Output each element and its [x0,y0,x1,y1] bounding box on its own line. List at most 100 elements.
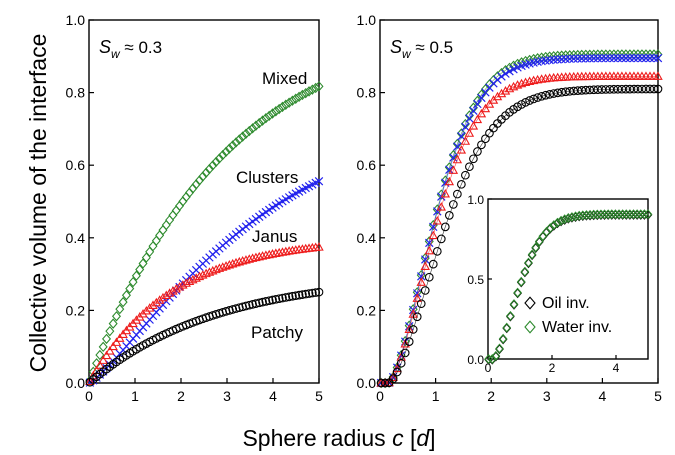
data-point [517,100,526,109]
data-point [445,165,454,174]
data-point [264,296,274,306]
data-point [456,128,466,139]
data-point [164,288,175,297]
data-point [637,53,647,63]
data-point [412,293,422,302]
data-point [234,134,244,145]
plot-frame [88,19,320,384]
data-point [221,146,231,158]
x-axis-title: Sphere radius c [d] [242,425,435,451]
data-point [234,303,244,313]
data-point [98,355,108,364]
data-point [592,209,602,220]
data-point [531,242,541,253]
inset-background [488,199,648,359]
data-point [465,114,474,123]
data-point [457,179,466,189]
data-point [509,60,519,71]
data-point [307,84,317,95]
data-point [238,131,248,142]
data-point [101,333,112,345]
data-point [131,270,141,281]
data-point [504,83,515,93]
data-point [596,209,606,220]
series-clusters [85,177,324,387]
data-point [274,103,284,115]
data-point [469,106,478,116]
data-point [613,53,623,63]
y-tick-label: 0.0 [66,375,86,391]
y-tick-label: 1.0 [467,193,484,207]
series-water-inv [484,209,653,364]
data-point [641,53,651,63]
data-point [181,278,191,287]
legend-entry: Water inv. [524,319,612,336]
data-point [115,303,125,315]
data-point [549,89,559,98]
data-point [231,137,241,148]
data-point [141,306,152,315]
data-point [629,53,639,63]
x-tick-label: 1 [432,388,440,404]
data-point [504,62,515,74]
data-point [508,81,519,91]
data-point [607,209,617,220]
data-point [95,360,105,369]
y-tick-label: 1.0 [357,12,377,28]
data-point [161,290,172,300]
data-point [618,209,627,220]
data-point [545,223,555,234]
data-point [217,262,228,271]
data-point [571,211,580,222]
data-point [155,230,165,241]
data-point [380,378,390,388]
data-point [144,303,155,312]
data-point [578,210,588,221]
data-point [524,320,536,334]
data-point [653,71,663,80]
data-point [228,140,238,151]
data-point [211,156,221,168]
y-tick-label: 0.8 [66,85,86,101]
data-point [497,72,506,81]
series-patchy [85,287,324,387]
data-point [577,54,586,63]
data-point [605,53,615,63]
x-tick-label: 5 [315,388,323,404]
data-point [573,54,582,63]
data-point [581,54,590,63]
data-point [261,297,271,306]
data-point [609,53,619,63]
data-point [593,54,603,63]
data-point [400,338,410,348]
data-point [244,254,255,263]
data-point [257,251,268,260]
data-point [424,245,435,255]
data-point [221,307,231,316]
data-point [420,261,430,270]
data-point [274,247,284,257]
data-point [432,246,442,256]
data-point [460,118,470,130]
data-point [404,337,414,346]
data-point [145,246,155,258]
data-point [600,209,609,220]
data-point [298,290,307,299]
data-point [264,249,274,259]
data-point [527,249,537,260]
data-point [175,200,185,212]
panel-annotation: Sw ≈ 0.3 [99,37,162,61]
data-point [254,251,264,261]
x-axis-title-open: [ [404,425,417,451]
data-point [388,372,398,382]
data-point [158,224,168,236]
series-line [380,57,658,384]
data-point [297,89,307,101]
data-point [311,82,321,94]
data-point [565,54,574,64]
x-tick-label: 0 [376,388,384,404]
x-tick-label: 4 [613,361,620,375]
data-point [151,235,161,246]
data-point [567,212,577,223]
data-point [633,53,643,63]
